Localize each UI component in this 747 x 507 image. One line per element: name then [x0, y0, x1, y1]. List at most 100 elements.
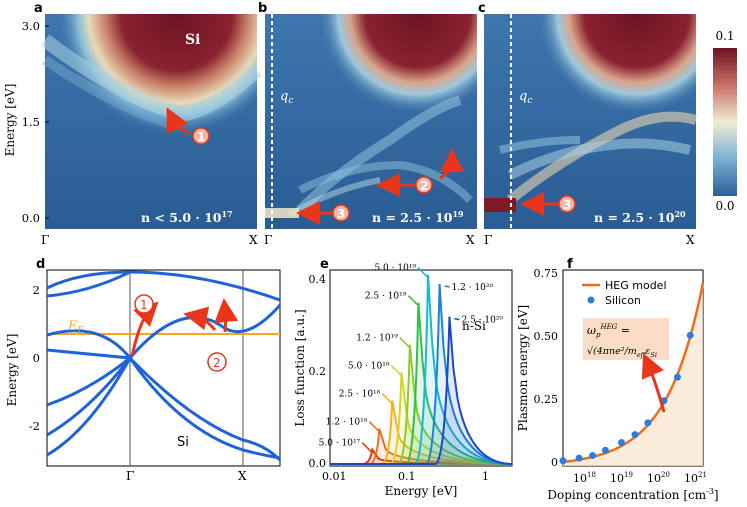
heg-fill — [563, 283, 703, 466]
loss-label-arrow-8 — [454, 317, 460, 321]
silicon-point-0 — [559, 457, 567, 465]
panel-c-concentration: n = 2.5 · 1020 — [594, 209, 686, 225]
loss-label-0: 5.0 · 10¹⁷ — [319, 439, 361, 449]
loss-curve-5 — [330, 302, 513, 465]
colorbar: 0.1 0.0 — [713, 29, 737, 213]
silicon-point-5 — [631, 431, 639, 439]
svg-text:2: 2 — [213, 356, 221, 370]
svg-text:0: 0 — [33, 351, 40, 365]
loss-label-7: 1.2 · 10²⁰ — [452, 283, 494, 293]
loss-label-8: 2.5 · 10²⁰ — [461, 316, 503, 326]
marker-1-d — [134, 294, 154, 314]
loss-curves — [330, 274, 513, 466]
qc-label-b: qc — [280, 89, 293, 106]
svg-text:X: X — [238, 469, 247, 483]
top-ytick-3: 3.0 — [22, 19, 40, 33]
svg-text:0.25: 0.25 — [534, 393, 559, 406]
loss-label-arrow-2 — [381, 393, 392, 404]
panel-e: 5.0 · 10¹⁷ 1.2 · 10¹⁸ 2.5 · 10¹⁸ 5.0 · 10¹⁸… — [293, 257, 513, 498]
top-ytick-0: 0.0 — [22, 211, 40, 225]
svg-text:0.1: 0.1 — [398, 470, 416, 483]
loss-label-arrow-3 — [390, 365, 402, 376]
loss-label-arrow-4 — [399, 337, 410, 348]
svg-text:0.0: 0.0 — [309, 457, 327, 470]
loss-curve-labels: 5.0 · 10¹⁷ 1.2 · 10¹⁸ 2.5 · 10¹⁸ 5.0 · 10¹⁸… — [319, 264, 503, 453]
loss-curve-7 — [330, 283, 513, 465]
silicon-point-2 — [589, 452, 597, 460]
marker-2-d — [207, 352, 227, 372]
svg-text:1: 1 — [197, 130, 205, 144]
heg-line — [562, 282, 705, 464]
svg-text:Γ: Γ — [126, 469, 134, 483]
panel-f-ylabel: Plasmon energy [eV] — [516, 305, 530, 431]
svg-text:0.4: 0.4 — [309, 273, 327, 286]
loss-fill-3 — [330, 372, 512, 466]
legend-silicon: Silicon — [605, 294, 641, 307]
arrow-1-a — [166, 107, 191, 135]
colorbar-min: 0.0 — [715, 199, 734, 213]
loss-label-2: 2.5 · 10¹⁸ — [339, 390, 381, 400]
formula-lhs: ωpHEG = — [587, 323, 630, 339]
a-gamma: Γ — [41, 233, 49, 247]
fermi-label: EF — [67, 319, 85, 336]
loss-label-arrow-6 — [417, 267, 428, 278]
loss-label-3: 5.0 · 10¹⁸ — [348, 362, 390, 372]
svg-text:1019: 1019 — [610, 471, 633, 485]
panel-f-label: f — [567, 257, 573, 272]
marker-3-c — [558, 195, 576, 213]
svg-text:1: 1 — [140, 298, 148, 312]
panel-c: c qc 3 n = 2.5 · 1020 — [478, 1, 698, 229]
svg-text:1020: 1020 — [647, 471, 670, 485]
panel-a-label: a — [34, 1, 43, 16]
top-axis: Energy [eV] 3.0 1.5 0.0 Γ X Γ X Γ X — [3, 19, 695, 247]
panel-b: b qc 2 3 n = 2.5 · 1019 — [258, 1, 477, 229]
loss-curve-6 — [330, 274, 513, 465]
panel-e-label: e — [320, 257, 329, 272]
legend-heg: HEG model — [605, 279, 667, 292]
svg-text:0.2: 0.2 — [309, 365, 327, 378]
formula-box — [583, 318, 669, 360]
loss-label-arrow-0 — [361, 442, 372, 453]
loss-label-4: 1.2 · 10¹⁹ — [356, 334, 398, 344]
svg-text:1021: 1021 — [684, 471, 707, 485]
loss-curve-4 — [330, 344, 513, 465]
panel-e-material: n-Si — [462, 319, 486, 333]
top-ytick-15: 1.5 — [22, 115, 40, 129]
top-ylabel: Energy [eV] — [3, 84, 17, 157]
loss-curve-2 — [330, 400, 513, 465]
silicon-point-4 — [618, 438, 626, 446]
silicon-point-1 — [575, 454, 583, 462]
loss-label-6: 5.0 · 10¹⁹ — [374, 264, 416, 274]
loss-label-arrow-7 — [444, 285, 450, 288]
silicon-point-3 — [601, 446, 609, 454]
legend-dot — [587, 296, 595, 304]
panel-e-xlabel: Energy [eV] — [385, 484, 458, 498]
svg-text:-2: -2 — [29, 419, 40, 433]
loss-curve-0 — [330, 447, 513, 465]
a-x: X — [249, 233, 258, 247]
svg-text:2: 2 — [420, 179, 428, 193]
colorbar-gradient — [713, 48, 737, 196]
loss-label-arrow-5 — [407, 295, 418, 306]
marker-2-b — [415, 176, 433, 194]
marker-3-b — [332, 204, 350, 222]
svg-text:0.50: 0.50 — [534, 330, 559, 343]
panel-f: ωpHEG = √(4πne²/meffεSi HEG model Silico… — [516, 257, 719, 502]
loss-fill-0 — [330, 449, 512, 466]
panel-a-concentration: n < 5.0 · 1017 — [141, 209, 233, 225]
panel-b-label: b — [258, 1, 267, 16]
qc-label-c: qc — [519, 89, 532, 106]
b-gamma: Γ — [264, 233, 272, 247]
panel-f-xlabel: Doping concentration [cm-3] — [547, 487, 718, 502]
svg-text:3: 3 — [337, 207, 345, 221]
marker-1-a — [192, 127, 210, 145]
panel-a: a Si 1 n < 5.0 · 1017 — [34, 1, 262, 229]
loss-curve-8 — [330, 316, 513, 465]
panel-d-ylabel: Energy [eV] — [5, 334, 19, 407]
silicon-point-6 — [644, 419, 652, 427]
loss-curve-1 — [330, 428, 513, 465]
loss-label-arrow-1 — [368, 421, 379, 432]
loss-label-1: 1.2 · 10¹⁸ — [326, 418, 368, 428]
panel-d-material: Si — [177, 435, 189, 450]
